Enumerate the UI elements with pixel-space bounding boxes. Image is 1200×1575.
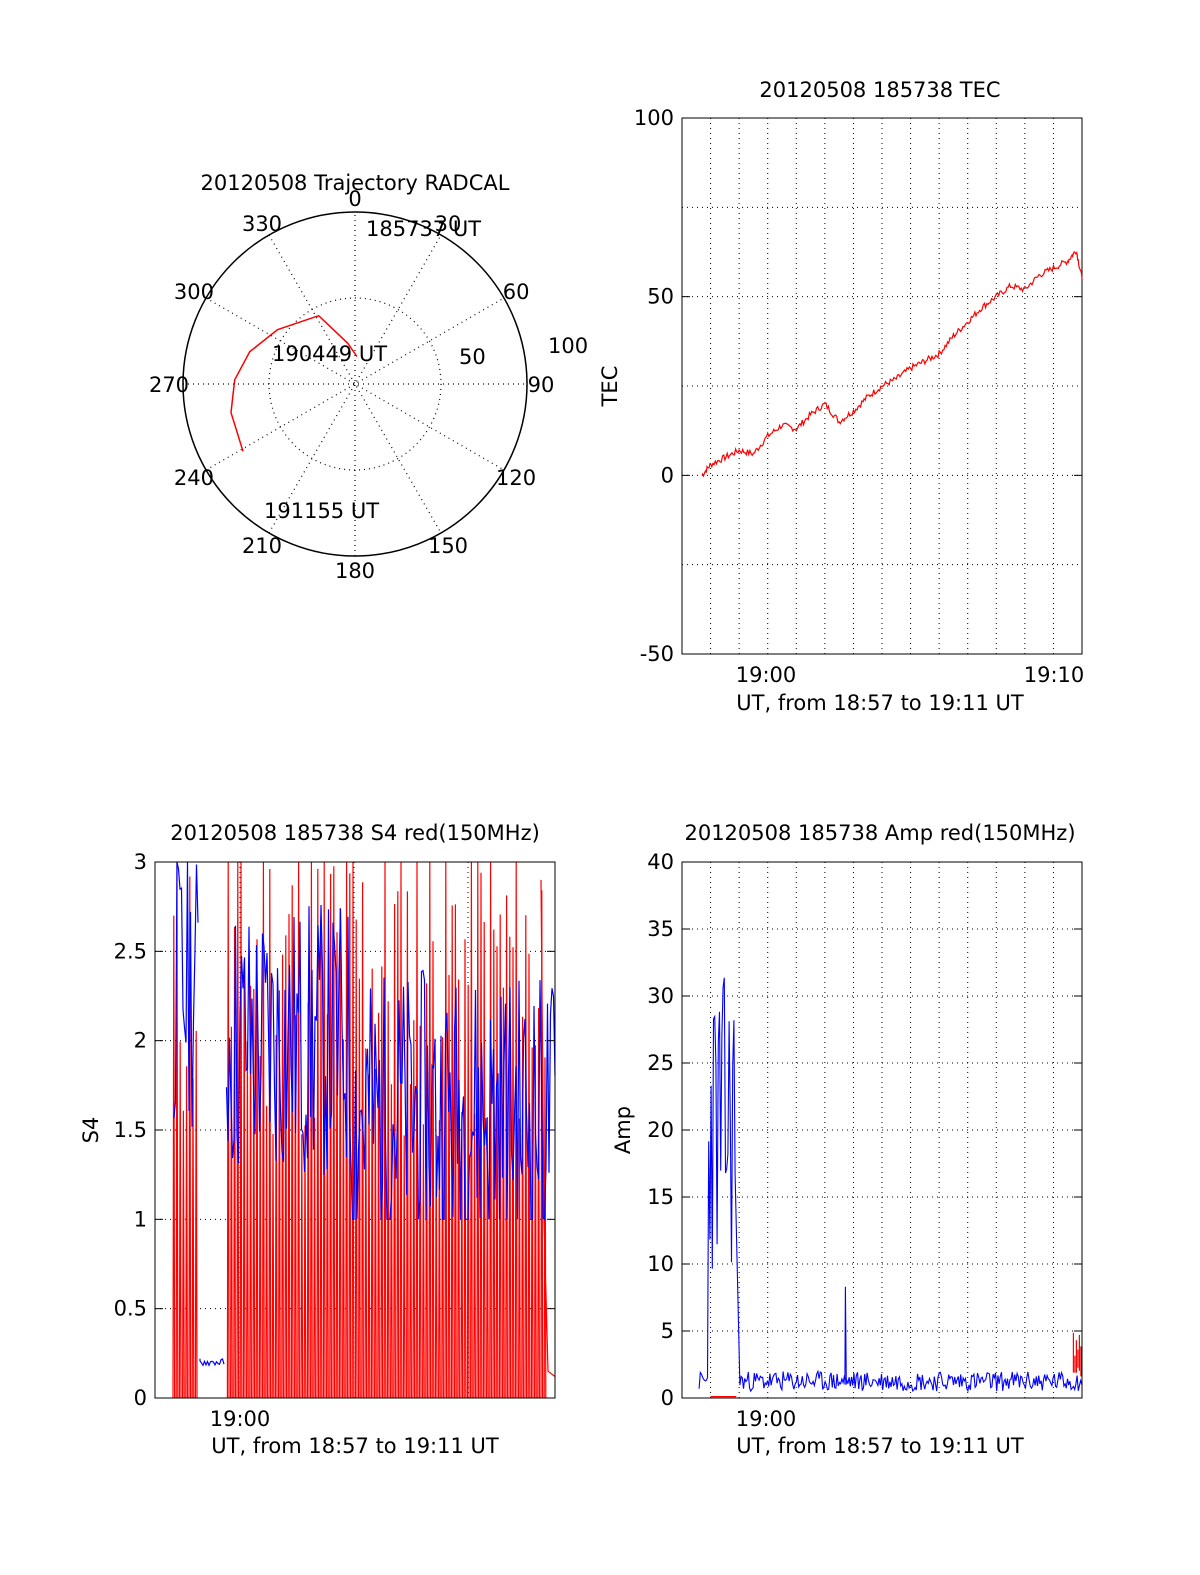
y-tick-label: 1.5 [114, 1118, 147, 1142]
tec-panel: 20120508 185738 TEC -50 0 50 100 19:00 19:1… [598, 78, 1084, 715]
polar-azimuth-label: 0 [348, 187, 361, 211]
s4-x-tick-0: 19:00 [210, 1407, 271, 1431]
y-tick-label: 0 [661, 463, 674, 487]
amp-y-ticks: 0 5 10 15 20 25 30 35 40 [647, 850, 1082, 1410]
polar-azimuth-label: 60 [503, 280, 530, 304]
polar-azimuth-label: 300 [174, 280, 214, 304]
polar-annotation-start: 185737 UT [366, 217, 481, 241]
tec-x-tick-0: 19:00 [736, 663, 797, 687]
polar-track-line [230, 314, 358, 452]
y-tick-label: 1 [134, 1207, 147, 1231]
polar-azimuth-label: 90 [528, 373, 555, 397]
y-tick-label: 50 [647, 285, 674, 309]
polar-azimuth-labels: 0 30 60 90 120 150 180 210 240 270 300 330 [149, 187, 554, 583]
y-tick-label: 3 [134, 850, 147, 874]
y-tick-label: 15 [647, 1185, 674, 1209]
tec-title: 20120508 185738 TEC [759, 78, 1000, 102]
y-tick-label: 100 [634, 106, 674, 130]
polar-panel: 20120508 Trajectory RADCAL 0 30 60 90 120 150… [149, 171, 588, 583]
polar-annotation-end: 191155 UT [264, 499, 379, 523]
y-tick-label: 25 [647, 1051, 674, 1075]
y-tick-label: 5 [661, 1319, 674, 1343]
polar-grid [182, 211, 528, 557]
polar-azimuth-label: 210 [242, 534, 282, 558]
amp-x-label: UT, from 18:57 to 19:11 UT [736, 1434, 1024, 1458]
y-tick-label: 35 [647, 917, 674, 941]
amp-grid [682, 862, 1082, 1398]
amp-red-series [710, 1332, 1082, 1398]
amp-title: 20120508 185738 Amp red(150MHz) [684, 821, 1075, 845]
y-tick-label: 2.5 [114, 939, 147, 963]
s4-blue-series [173, 861, 556, 1367]
amp-blue-series [698, 977, 1083, 1393]
s4-panel: 20120508 185738 S4 red(150MHz) 0 0.5 1 1.5 2… [79, 821, 556, 1458]
polar-azimuth-label: 150 [428, 534, 468, 558]
tec-x-tick-1: 19:10 [1024, 663, 1085, 687]
polar-azimuth-label: 120 [496, 466, 536, 490]
y-tick-label: 40 [647, 850, 674, 874]
y-tick-label: 0 [661, 1386, 674, 1410]
y-tick-label: 0 [134, 1386, 147, 1410]
tec-y-ticks: -50 0 50 100 [634, 106, 1082, 666]
polar-radial-label-50: 50 [459, 345, 486, 369]
tec-y-label: TEC [598, 366, 622, 408]
polar-azimuth-label: 330 [242, 212, 282, 236]
tec-series-line [701, 251, 1083, 478]
amp-panel: 20120508 185738 Amp red(150MHz) 0 5 10 15 20… [611, 821, 1083, 1458]
y-tick-label: 20 [647, 1118, 674, 1142]
polar-radial-label-100: 100 [548, 334, 588, 358]
polar-azimuth-label: 270 [149, 373, 189, 397]
s4-y-label: S4 [79, 1117, 103, 1144]
polar-annotation-mid: 190449 UT [272, 342, 387, 366]
y-tick-label: 30 [647, 984, 674, 1008]
s4-x-label: UT, from 18:57 to 19:11 UT [211, 1434, 499, 1458]
y-tick-label: 2 [134, 1029, 147, 1053]
y-tick-label: -50 [640, 642, 674, 666]
polar-azimuth-label: 30 [435, 212, 462, 236]
s4-title: 20120508 185738 S4 red(150MHz) [170, 821, 540, 845]
amp-y-label: Amp [611, 1106, 635, 1154]
y-tick-label: 0.5 [114, 1297, 147, 1321]
y-tick-label: 10 [647, 1252, 674, 1276]
amp-x-tick-0: 19:00 [736, 1407, 797, 1431]
polar-mid-ring [268, 297, 442, 471]
s4-y-ticks: 0 0.5 1 1.5 2 2.5 3 [114, 850, 555, 1410]
polar-azimuth-label: 180 [335, 559, 375, 583]
tec-x-label: UT, from 18:57 to 19:11 UT [736, 691, 1024, 715]
polar-title: 20120508 Trajectory RADCAL [201, 171, 510, 195]
polar-azimuth-label: 240 [174, 466, 214, 490]
